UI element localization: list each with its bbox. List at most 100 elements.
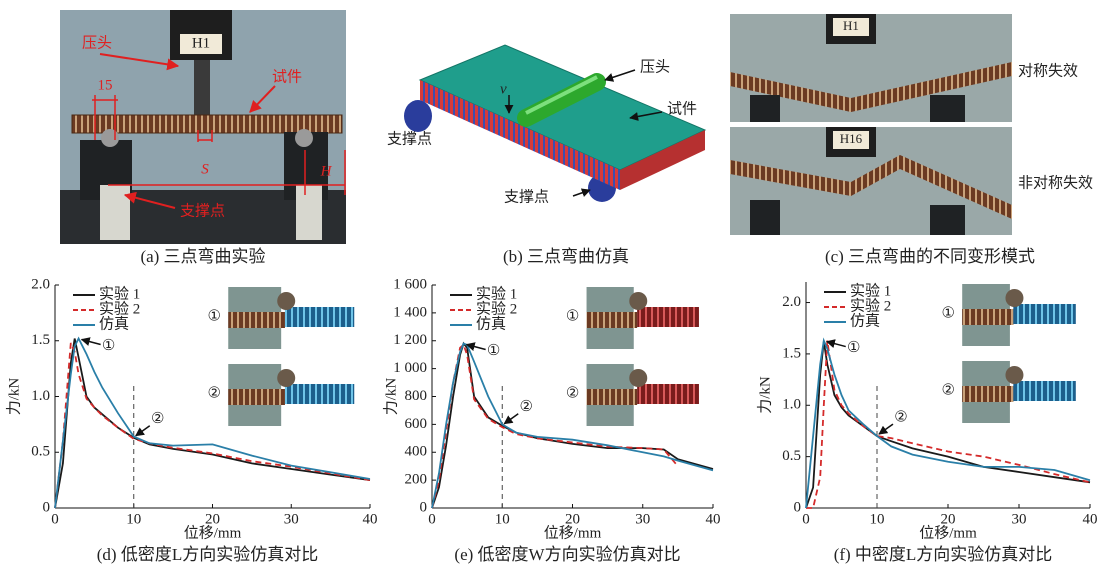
photo-experiment: 压头 H1 15 试件 S H 支撑点 <box>60 10 346 244</box>
x-tick-label: 10 <box>495 511 510 527</box>
legend-label: 实验 1 <box>850 282 891 299</box>
y-tick-label: 1.0 <box>31 388 50 404</box>
y-axis-label: 力/kN <box>5 378 22 416</box>
x-axis-label: 位移/mm <box>544 524 602 541</box>
x-tick-label: 0 <box>51 511 59 527</box>
y-axis-label: 力/kN <box>382 378 399 416</box>
legend-label: 仿真 <box>99 314 129 332</box>
caption: (c) 三点弯曲的不同变形模式 <box>825 247 1035 266</box>
y-tick-label: 600 <box>405 416 428 432</box>
label-mode: 对称失效 <box>1018 62 1078 79</box>
inset-label: ① <box>208 308 221 324</box>
label-width: 15 <box>98 77 113 93</box>
y-tick-label: 400 <box>405 444 428 460</box>
inset-label: ② <box>941 382 954 398</box>
annotation-arrow <box>879 424 893 434</box>
y-tick-label: 0.5 <box>31 444 50 460</box>
label-support: 支撑点 <box>387 130 432 147</box>
label-span: S <box>201 161 209 177</box>
x-tick-label: 30 <box>1012 511 1027 527</box>
inset-press <box>1005 366 1023 384</box>
x-tick-label: 40 <box>1083 511 1098 527</box>
inset-press <box>629 369 647 387</box>
y-tick-label: 1 000 <box>393 360 427 376</box>
x-tick-label: 10 <box>870 511 885 527</box>
annotation-arrow <box>827 342 846 347</box>
y-tick-label: 0 <box>794 499 802 515</box>
data-line <box>432 344 713 509</box>
caption: (a) 三点弯曲实验 <box>140 247 265 266</box>
label-velocity: v <box>500 81 507 97</box>
legend-label: 实验 2 <box>99 300 140 317</box>
data-line <box>806 341 1090 508</box>
inset-sim <box>285 307 354 327</box>
inset-specimen <box>228 312 285 328</box>
y-tick-label: 1.0 <box>782 397 801 413</box>
data-line <box>432 344 713 509</box>
x-axis-label: 位移/mm <box>184 524 242 541</box>
label-head: H1 <box>843 18 859 33</box>
annotation-arrow <box>504 414 518 424</box>
annotation: ② <box>894 410 907 426</box>
y-tick-label: 1 600 <box>393 276 427 292</box>
inset-press <box>277 369 295 387</box>
data-line <box>806 342 1090 508</box>
inset-label: ② <box>208 385 221 401</box>
label-head: H1 <box>192 35 210 51</box>
inset-sim <box>637 307 699 327</box>
inset-specimen <box>962 309 1013 325</box>
y-axis-label: 力/kN <box>756 376 773 414</box>
annotation: ② <box>151 411 164 427</box>
label-mode: 非对称失效 <box>1018 174 1093 191</box>
legend-label: 实验 1 <box>99 285 140 302</box>
x-tick-label: 30 <box>635 511 650 527</box>
y-tick-label: 2.0 <box>31 276 50 292</box>
legend-label: 实验 1 <box>476 285 517 302</box>
inset-press <box>629 292 647 310</box>
x-tick-label: 40 <box>706 511 721 527</box>
label-height: H <box>320 163 333 179</box>
data-line <box>432 345 678 508</box>
annotation: ① <box>847 340 860 356</box>
label-specimen: 试件 <box>272 68 302 85</box>
x-tick-label: 0 <box>428 511 436 527</box>
label-press: 压头 <box>640 58 670 75</box>
legend-label: 实验 2 <box>850 297 891 314</box>
y-tick-label: 0 <box>43 499 51 515</box>
y-tick-label: 0.5 <box>782 448 801 464</box>
inset-press <box>1005 289 1023 307</box>
y-tick-label: 0 <box>420 499 428 515</box>
annotation: ① <box>487 343 500 359</box>
x-tick-label: 10 <box>126 511 141 527</box>
label-support: 支撑点 <box>504 188 549 205</box>
annotation: ① <box>102 338 115 354</box>
label-specimen: 试件 <box>667 100 697 117</box>
inset-specimen <box>587 312 638 328</box>
inset-press <box>277 292 295 310</box>
inset-label: ① <box>566 308 579 324</box>
legend-label: 实验 2 <box>476 300 517 317</box>
data-line <box>55 339 370 509</box>
caption: (d) 低密度L方向实验仿真对比 <box>97 545 318 564</box>
inset-specimen <box>587 389 638 405</box>
y-tick-label: 800 <box>405 388 428 404</box>
inset-label: ① <box>941 305 954 321</box>
label-head: H16 <box>840 131 863 146</box>
y-tick-label: 2.0 <box>782 294 801 310</box>
annotation-arrow <box>136 426 150 436</box>
data-line <box>55 339 370 509</box>
legend-label: 仿真 <box>850 311 880 329</box>
caption: (b) 三点弯曲仿真 <box>503 247 629 266</box>
inset-specimen <box>228 389 285 405</box>
label-support: 支撑点 <box>180 202 225 219</box>
annotation: ② <box>520 399 533 415</box>
caption: (e) 低密度W方向实验仿真对比 <box>454 545 680 564</box>
x-tick-label: 40 <box>363 511 378 527</box>
label-press: 压头 <box>82 34 112 51</box>
y-tick-label: 1 200 <box>393 332 427 348</box>
caption: (f) 中密度L方向实验仿真对比 <box>834 545 1053 564</box>
inset-sim <box>1013 381 1075 401</box>
annotation-arrow <box>82 340 101 345</box>
simulation-model: 压头 v 试件 支撑点 支撑点 <box>387 45 705 205</box>
y-tick-label: 1 400 <box>393 304 427 320</box>
